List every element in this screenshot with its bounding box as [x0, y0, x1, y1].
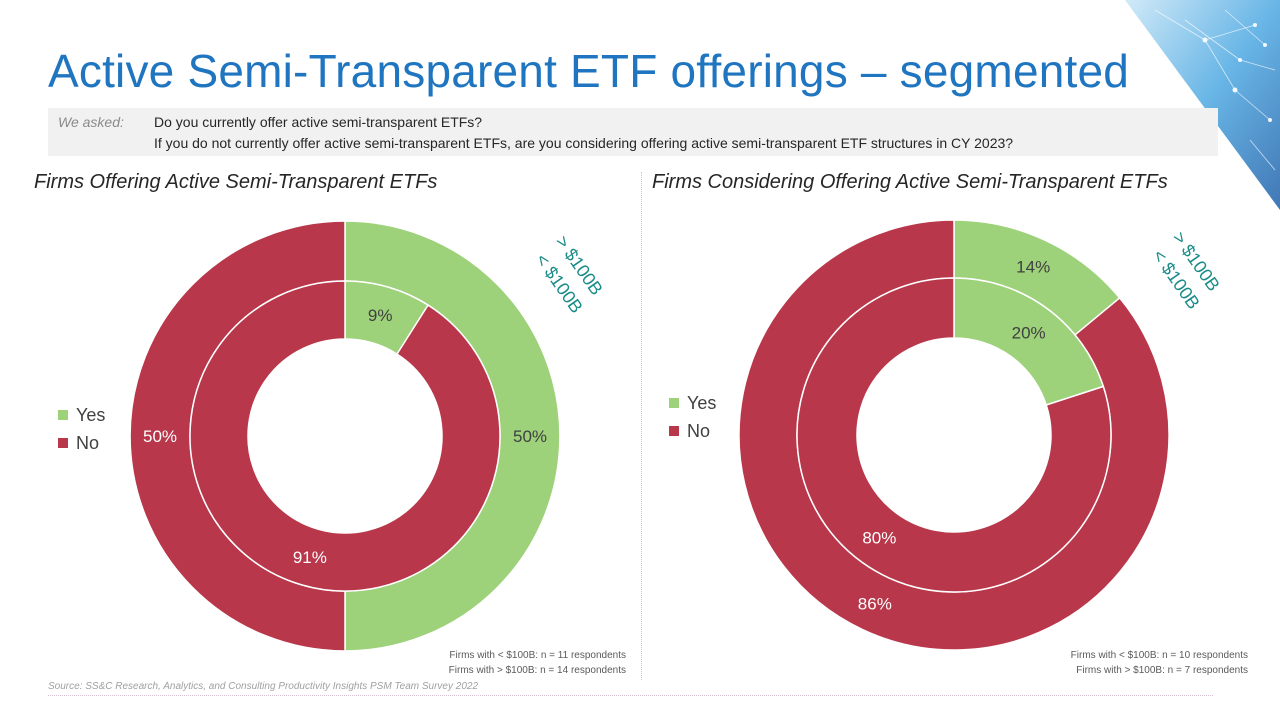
chart-2-note-line-2: Firms with > $100B: n = 7 respondents	[1076, 665, 1248, 676]
legend-label-yes: Yes	[76, 404, 106, 425]
legend-label-yes: Yes	[687, 392, 717, 413]
legend-item-yes: Yes	[669, 389, 716, 417]
chart-1-sample-note: Firms with < $100B: n = 11 respondents F…	[449, 648, 626, 678]
network-decoration-image	[1125, 0, 1280, 210]
legend-swatch-yes	[58, 410, 68, 420]
chart-2-sample-note: Firms with < $100B: n = 10 respondents F…	[1071, 648, 1248, 678]
legend-label-no: No	[687, 420, 711, 441]
question-line-1: Do you currently offer active semi-trans…	[154, 114, 483, 130]
chart-1-note-line-2: Firms with > $100B: n = 14 respondents	[448, 665, 626, 676]
chart-1-inner-slice-no	[189, 280, 501, 592]
question-box: We asked: Do you currently offer active …	[48, 108, 1218, 156]
legend-label-no: No	[76, 432, 100, 453]
page-title: Active Semi-Transparent ETF offerings – …	[48, 45, 1130, 97]
chart-1-note-line-1: Firms with < $100B: n = 11 respondents	[449, 650, 626, 661]
chart-2-donut: 14% 86% 20% 80%	[738, 219, 1170, 651]
chart-2-outer-label-no: 86%	[858, 594, 892, 613]
chart-2-inner-label-yes: 20%	[1012, 323, 1046, 342]
chart-2-legend: Yes No	[669, 389, 716, 445]
chart-1-inner-label-yes: 9%	[368, 306, 393, 325]
chart-2-inner-slice-no	[796, 277, 1112, 593]
chart-2-note-line-1: Firms with < $100B: n = 10 respondents	[1070, 650, 1248, 661]
chart-1-donut: 50% 50% 9% 91%	[129, 220, 561, 652]
chart-2-subtitle: Firms Considering Offering Active Semi-T…	[652, 171, 1168, 193]
chart-2-outer-label-yes: 14%	[1016, 258, 1050, 277]
question-line-2: If you do not currently offer active sem…	[154, 135, 1014, 151]
chart-1-inner-label-no: 91%	[293, 548, 327, 567]
legend-swatch-yes	[669, 398, 679, 408]
chart-1-outer-label-yes: 50%	[513, 427, 547, 446]
legend-swatch-no	[669, 426, 679, 436]
chart-1-legend: Yes No	[58, 401, 105, 457]
legend-swatch-no	[58, 438, 68, 448]
source-note: Source: SS&C Research, Analytics, and Co…	[48, 681, 479, 692]
legend-item-no: No	[58, 429, 105, 457]
legend-item-yes: Yes	[58, 401, 105, 429]
question-label: We asked:	[58, 114, 124, 130]
chart-1-subtitle: Firms Offering Active Semi-Transparent E…	[34, 171, 438, 193]
center-divider	[641, 172, 642, 680]
chart-2-inner-label-no: 80%	[862, 529, 896, 548]
legend-item-no: No	[669, 417, 716, 445]
chart-1-outer-label-no: 50%	[143, 427, 177, 446]
bottom-divider	[48, 695, 1213, 696]
